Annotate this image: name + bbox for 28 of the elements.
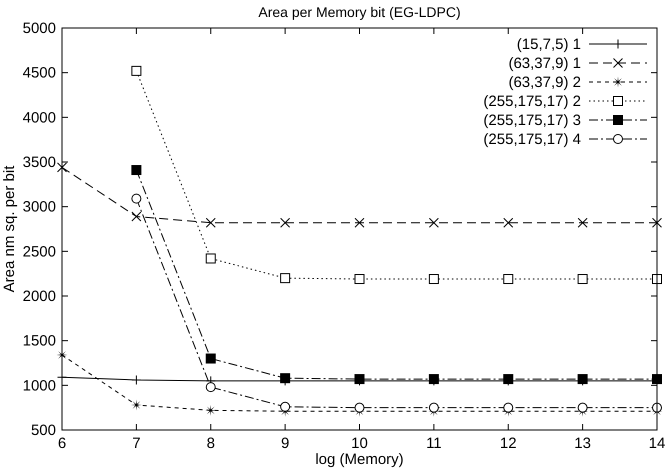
x-tick-label: 13 [574, 435, 591, 452]
y-axis-title: Area nm sq. per bit [1, 164, 18, 292]
x-tick-label: 6 [58, 435, 66, 452]
x-tick-label: 9 [280, 435, 290, 452]
legend-label: (255,175,17) 2 [483, 93, 581, 110]
y-tick-label: 3500 [22, 154, 56, 171]
chart-title: Area per Memory bit (EG-LDPC) [258, 4, 461, 20]
x-tick-label: 7 [132, 435, 141, 452]
y-tick-label: 2000 [22, 288, 56, 305]
x-tick-label: 10 [351, 435, 368, 452]
y-tick-label: 500 [30, 422, 56, 439]
y-tick-label: 2500 [22, 243, 56, 260]
y-tick-label: 3000 [22, 198, 56, 216]
x-axis-title: log (Memory) [315, 451, 404, 468]
y-tick-label: 4000 [22, 109, 56, 126]
legend-label: (63,37,9) 1 [508, 55, 581, 72]
x-tick-label: 8 [206, 435, 215, 452]
x-tick-label: 11 [426, 435, 442, 452]
x-tick-label: 12 [500, 435, 517, 452]
y-tick-label: 1000 [22, 377, 56, 394]
legend-label: (63,37,9) 2 [508, 74, 581, 91]
legend-label: (255,175,17) 3 [483, 112, 581, 129]
y-tick-label: 5000 [22, 20, 56, 37]
x-tick-label: 14 [648, 435, 666, 452]
legend-label: (15,7,5) 1 [516, 36, 581, 53]
y-tick-label: 1500 [22, 332, 56, 350]
y-tick-label: 4500 [22, 64, 56, 82]
legend-label: (255,175,17) 4 [483, 131, 581, 148]
